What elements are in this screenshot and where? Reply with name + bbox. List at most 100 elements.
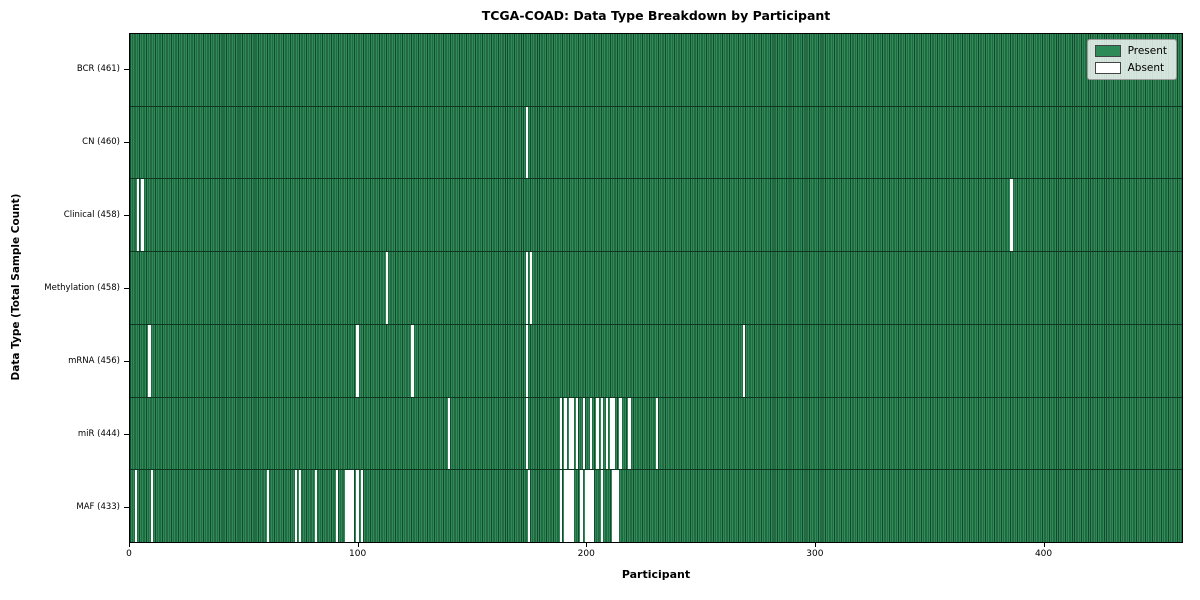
absent-stripe bbox=[351, 470, 355, 543]
x-tick-label-100: 100 bbox=[349, 549, 367, 559]
y-tick-label-cn: CN (460) bbox=[82, 137, 120, 148]
legend-item-absent: Absent bbox=[1094, 62, 1167, 74]
absent-stripe bbox=[566, 470, 569, 543]
absent-stripe bbox=[335, 470, 339, 543]
heatmap-row-mrna bbox=[130, 324, 1182, 398]
x-tick-mark bbox=[129, 543, 130, 547]
y-tick-mark bbox=[124, 506, 129, 508]
absent-stripe bbox=[589, 397, 592, 470]
y-axis-label: Data Type (Total Sample Count) bbox=[10, 193, 22, 381]
absent-stripe bbox=[600, 470, 604, 543]
absent-stripe bbox=[559, 470, 563, 543]
absent-stripe bbox=[580, 470, 583, 543]
absent-stripe bbox=[530, 252, 533, 324]
absent-stripe bbox=[587, 470, 590, 543]
absent-stripe bbox=[600, 397, 604, 470]
absent-stripe bbox=[605, 397, 608, 470]
absent-stripe bbox=[564, 470, 567, 543]
x-tick-label-300: 300 bbox=[806, 549, 824, 559]
absent-stripe bbox=[616, 470, 620, 543]
absent-stripe bbox=[614, 470, 617, 543]
absent-stripe bbox=[150, 470, 153, 543]
heatmap-rows bbox=[130, 34, 1182, 543]
absent-stripe bbox=[134, 470, 137, 543]
absent-stripe bbox=[628, 397, 631, 470]
absent-stripe bbox=[525, 252, 528, 324]
absent-stripe bbox=[356, 470, 359, 543]
absent-swatch-icon bbox=[1094, 62, 1121, 74]
absent-stripe bbox=[589, 470, 592, 543]
x-tick-label-200: 200 bbox=[577, 549, 595, 559]
y-tick-label-mrna: mRNA (456) bbox=[68, 355, 120, 366]
absent-stripe bbox=[294, 470, 297, 543]
absent-stripe bbox=[742, 324, 746, 397]
heatmap-row-cn bbox=[130, 106, 1182, 180]
x-tick-mark bbox=[814, 543, 816, 547]
absent-stripe bbox=[568, 397, 572, 470]
heatmap-row-bcr bbox=[130, 34, 1182, 107]
y-tick-label-mir: miR (444) bbox=[77, 428, 120, 439]
absent-stripe bbox=[610, 397, 613, 470]
absent-stripe bbox=[527, 470, 531, 543]
absent-stripe bbox=[559, 397, 563, 470]
absent-stripe bbox=[360, 470, 364, 543]
y-tick-label-bcr: BCR (461) bbox=[76, 64, 120, 75]
absent-stripe bbox=[575, 397, 579, 470]
absent-stripe bbox=[525, 397, 528, 470]
y-tick-mark bbox=[124, 142, 129, 144]
absent-stripe bbox=[447, 397, 451, 470]
absent-stripe bbox=[344, 470, 348, 543]
absent-stripe bbox=[1010, 179, 1013, 252]
absent-stripe bbox=[655, 397, 659, 470]
absent-stripe bbox=[411, 324, 414, 397]
heatmap-plot: Present Absent bbox=[129, 33, 1183, 543]
absent-stripe bbox=[347, 470, 350, 543]
y-tick-mark bbox=[124, 215, 129, 217]
heatmap-row-maf bbox=[130, 470, 1182, 543]
absent-stripe bbox=[525, 324, 528, 397]
x-tick-mark bbox=[1043, 543, 1045, 547]
x-tick-label-400: 400 bbox=[1034, 549, 1053, 559]
absent-stripe bbox=[571, 397, 574, 470]
absent-stripe bbox=[148, 324, 151, 397]
absent-stripe bbox=[136, 179, 140, 252]
absent-stripe bbox=[315, 470, 318, 543]
absent-stripe bbox=[141, 179, 144, 252]
x-axis-label: Participant bbox=[621, 568, 691, 581]
heatmap-row-mir bbox=[130, 397, 1182, 471]
present-swatch-icon bbox=[1094, 45, 1121, 57]
y-tick-mark bbox=[124, 360, 129, 362]
y-tick-mark bbox=[124, 288, 129, 289]
absent-stripe bbox=[386, 252, 389, 324]
y-tick-mark bbox=[124, 69, 129, 71]
legend-item-present: Present bbox=[1094, 45, 1167, 57]
absent-stripe bbox=[596, 397, 599, 470]
absent-stripe bbox=[267, 470, 270, 543]
absent-stripe bbox=[349, 470, 352, 543]
absent-stripe bbox=[612, 397, 615, 470]
absent-stripe bbox=[299, 470, 302, 543]
absent-stripe bbox=[356, 324, 359, 397]
y-tick-mark bbox=[124, 433, 129, 435]
legend-label-present: Present bbox=[1127, 45, 1167, 57]
absent-stripe bbox=[525, 106, 528, 179]
absent-stripe bbox=[619, 397, 622, 470]
absent-stripe bbox=[571, 470, 574, 543]
absent-stripe bbox=[584, 470, 588, 543]
x-tick-mark bbox=[357, 543, 359, 547]
absent-stripe bbox=[564, 397, 567, 470]
y-tick-label-maf: MAF (433) bbox=[76, 501, 120, 512]
legend-label-absent: Absent bbox=[1127, 62, 1165, 74]
absent-stripe bbox=[591, 470, 595, 543]
legend: Present Absent bbox=[1086, 39, 1177, 80]
x-tick-mark bbox=[586, 543, 588, 547]
y-tick-label-clinical: Clinical (458) bbox=[63, 210, 120, 221]
chart-title: TCGA-COAD: Data Type Breakdown by Partic… bbox=[481, 8, 831, 23]
absent-stripe bbox=[568, 470, 572, 543]
absent-stripe bbox=[612, 470, 615, 543]
x-tick-label-0: 0 bbox=[126, 549, 132, 559]
heatmap-row-methylation bbox=[130, 252, 1182, 325]
heatmap-row-clinical bbox=[130, 179, 1182, 253]
absent-stripe bbox=[582, 397, 585, 470]
